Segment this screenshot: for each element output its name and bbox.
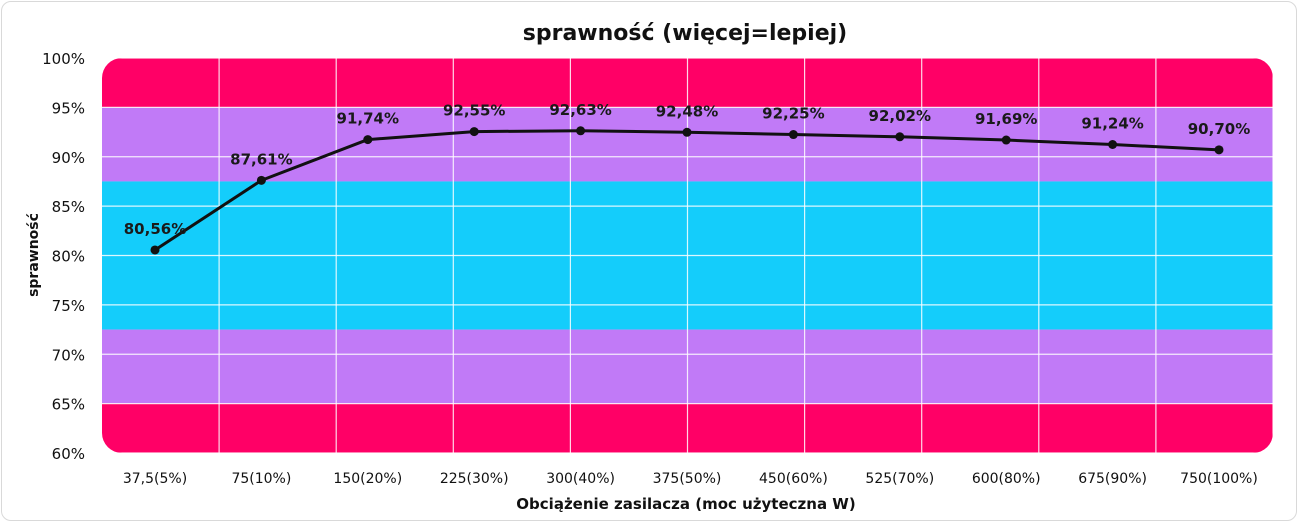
x-tick-label: 675(90%) [1078, 471, 1147, 487]
data-label: 92,02% [869, 107, 931, 125]
y-tick-label: 80% [52, 248, 85, 266]
data-label: 80,56% [124, 220, 186, 238]
x-tick-label: 37,5(5%) [123, 471, 187, 487]
data-label: 91,74% [337, 110, 399, 128]
y-tick-labels: 60% 65% 70% 75% 80% 85% 90% 95% 100% [42, 50, 85, 463]
data-label: 92,55% [443, 102, 505, 120]
x-tick-label: 375(50%) [653, 471, 722, 487]
data-point [1001, 135, 1011, 145]
data-point [895, 132, 905, 142]
x-tick-label: 600(80%) [972, 471, 1041, 487]
x-tick-label: 300(40%) [546, 471, 615, 487]
data-point [1214, 145, 1224, 155]
data-point [1108, 140, 1118, 150]
data-point [150, 245, 160, 255]
x-tick-label: 750(100%) [1180, 471, 1258, 487]
data-point [682, 127, 692, 137]
data-label: 91,24% [1081, 115, 1143, 133]
data-label: 90,70% [1188, 120, 1250, 138]
data-label: 92,25% [762, 105, 824, 123]
y-tick-label: 95% [52, 99, 85, 117]
x-axis-label: Obciążenie zasilacza (moc użyteczna W) [516, 495, 855, 513]
data-point [576, 126, 586, 136]
y-tick-label: 100% [42, 50, 85, 68]
x-tick-label: 225(30%) [440, 471, 509, 487]
data-label: 91,69% [975, 110, 1037, 128]
y-tick-label: 90% [52, 149, 85, 167]
y-tick-label: 60% [52, 445, 85, 463]
x-tick-labels: 37,5(5%) 75(10%) 150(20%) 225(30%) 300(40%) 3… [123, 471, 1258, 487]
data-point [363, 135, 373, 145]
x-tick-label: 75(10%) [231, 471, 291, 487]
x-tick-label: 150(20%) [333, 471, 402, 487]
data-point [788, 130, 798, 140]
chart-title: sprawność (więcej=lepiej) [523, 21, 847, 46]
grid-lines [102, 58, 1273, 453]
data-label: 92,48% [656, 102, 718, 120]
y-axis-label: sprawność [26, 213, 42, 297]
data-label: 92,63% [549, 101, 611, 119]
y-tick-label: 75% [52, 297, 85, 315]
x-tick-label: 450(60%) [759, 471, 828, 487]
data-point [469, 127, 479, 137]
y-tick-label: 70% [52, 346, 85, 364]
series-efficiency: 80,56% 87,61% 91,74% 92,55% 92,63% 92,48% 92,2… [124, 101, 1250, 255]
y-tick-label: 85% [52, 198, 85, 216]
y-tick-label: 65% [52, 396, 85, 414]
data-label: 87,61% [230, 150, 292, 168]
x-tick-label: 525(70%) [865, 471, 934, 487]
data-point [256, 175, 266, 185]
